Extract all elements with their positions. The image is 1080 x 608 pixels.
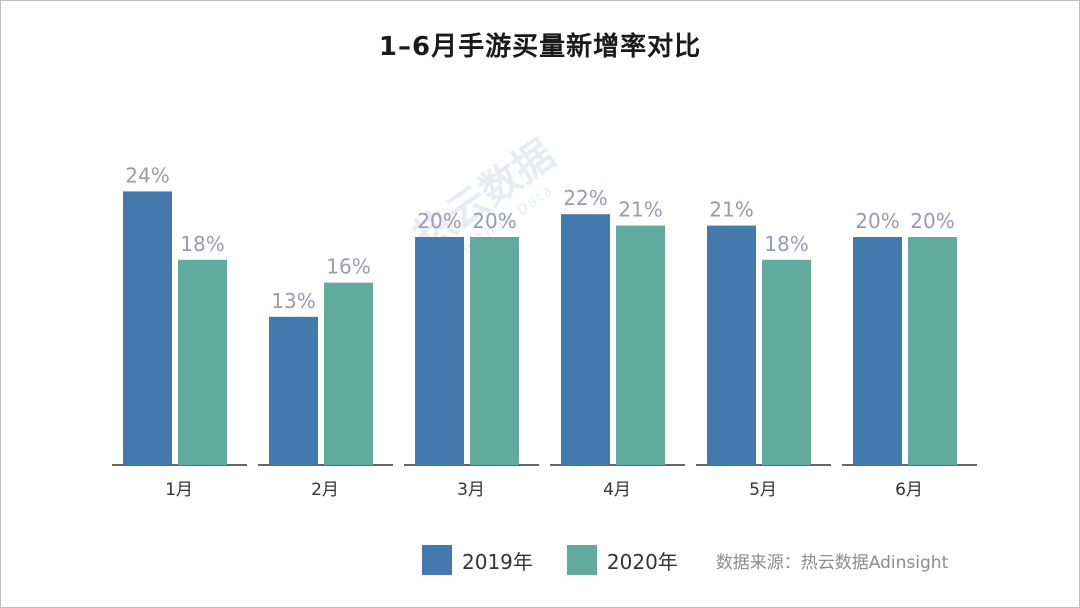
bar-2020 (762, 259, 811, 465)
x-tick-label: 5月 (749, 480, 777, 500)
bar-2019 (853, 237, 902, 465)
bar-2019 (123, 191, 172, 465)
bar-2020 (324, 282, 373, 465)
bar-2019 (269, 316, 318, 465)
data-source: 数据来源：热云数据Adinsight (715, 552, 949, 573)
data-label: 21% (618, 198, 662, 222)
data-label: 22% (563, 186, 607, 210)
data-label: 24% (125, 163, 169, 187)
x-tick-label: 1月 (165, 480, 193, 500)
x-tick-label: 4月 (603, 480, 631, 500)
bar-2020 (470, 237, 519, 465)
x-tick-label: 6月 (895, 480, 923, 500)
data-label: 20% (417, 209, 461, 233)
bar-2019 (561, 214, 610, 465)
bar-2020 (908, 237, 957, 465)
data-label: 13% (271, 289, 315, 313)
data-label: 20% (855, 209, 899, 233)
chart-title: 1–6月手游买量新增率对比 (378, 32, 702, 62)
legend-item-2019: 2019年 (422, 545, 533, 575)
legend-item-2020: 2020年 (566, 545, 678, 575)
x-tick-label: 2月 (311, 480, 339, 500)
legend-swatch-2019 (422, 545, 452, 575)
legend-label-2020: 2020年 (606, 549, 678, 574)
data-label: 20% (910, 209, 954, 233)
data-label: 18% (180, 232, 224, 256)
data-label: 16% (326, 255, 370, 279)
legend-label-2019: 2019年 (462, 549, 533, 574)
bar-2019 (707, 225, 756, 465)
data-label: 21% (709, 198, 753, 222)
data-label: 18% (764, 232, 808, 256)
legend-swatch-2020 (566, 545, 597, 575)
data-label: 20% (472, 209, 516, 233)
bar-2020 (178, 259, 227, 465)
bar-2019 (415, 237, 464, 465)
legend: 2019年 2020年 数据来源：热云数据Adinsight (422, 544, 948, 576)
x-tick-label: 3月 (457, 480, 485, 500)
bar-2020 (616, 225, 665, 465)
